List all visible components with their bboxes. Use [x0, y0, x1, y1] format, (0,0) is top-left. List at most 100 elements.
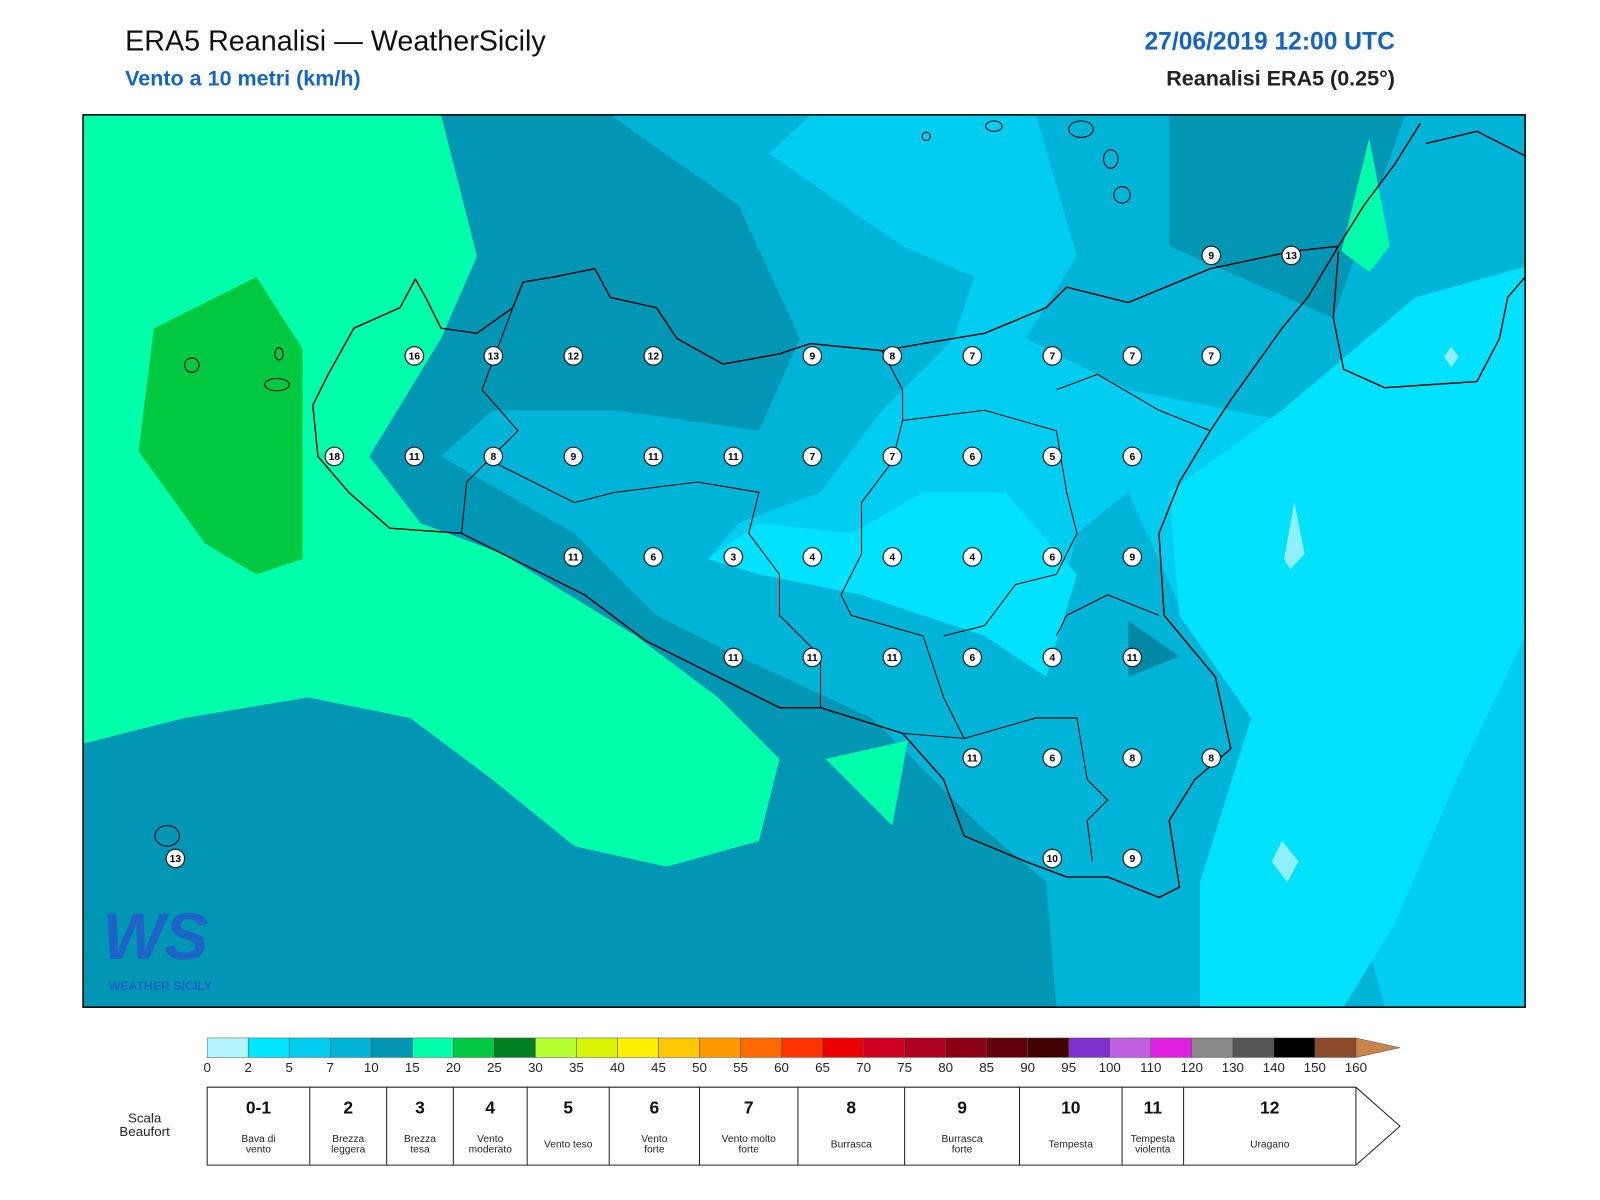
- colorbar-bin: [494, 1037, 536, 1058]
- colorbar-bin: [740, 1037, 782, 1058]
- station-marker: [723, 446, 744, 467]
- field-contour: [138, 276, 303, 575]
- station-value: 8: [889, 352, 895, 363]
- beaufort-description: violenta: [1135, 1144, 1171, 1155]
- colorbar-bin: [945, 1037, 987, 1058]
- colorbar-bin: [247, 1037, 290, 1058]
- station-marker: [165, 848, 186, 869]
- station-value: 6: [1129, 452, 1135, 463]
- colorbar-bin: [371, 1037, 413, 1058]
- station-value: 3: [730, 553, 736, 564]
- beaufort-description: Burrasca: [831, 1139, 872, 1150]
- beaufort-label: Scala: [128, 1110, 162, 1125]
- station-marker: [483, 346, 504, 366]
- station-value: 11: [648, 452, 659, 463]
- beaufort-description: Vento teso: [544, 1139, 593, 1150]
- station-marker: [643, 446, 664, 467]
- station-marker: [563, 346, 584, 366]
- beaufort-description: Vento: [477, 1134, 504, 1145]
- map: WS WEATHER SICILY 9 13 16 13 12 12 9 8 7 7 7 7 18 11 8…: [83, 114, 1526, 1008]
- station-value: 8: [1129, 754, 1135, 765]
- station-value: 9: [1208, 251, 1214, 262]
- field-contour: [1271, 841, 1299, 883]
- stations: 9 13 16 13 12 12 9 8 7 7 7 7 18 11 8 9 11 11 7 7 6 5 6 11 6 3 4 4 4 6…: [165, 245, 1302, 869]
- colorbar-bin: [658, 1037, 700, 1058]
- station-value: 6: [650, 553, 656, 564]
- colorbar-bin: [1273, 1037, 1316, 1058]
- colorbar-tick-label: 160: [1345, 1060, 1367, 1075]
- station-value: 7: [1208, 352, 1214, 363]
- colorbar-tick-label: 5: [286, 1060, 293, 1075]
- station-marker: [1281, 245, 1302, 266]
- colorbar-tick-label: 0: [203, 1060, 210, 1075]
- station-marker: [1042, 446, 1063, 467]
- beaufort-description: Uragano: [1250, 1139, 1290, 1150]
- source: Reanalisi ERA5 (0.25°): [1166, 67, 1395, 91]
- coastline: [1425, 130, 1526, 157]
- station-marker: [404, 346, 425, 366]
- station-value: 13: [1286, 251, 1298, 262]
- station-value: 12: [568, 352, 580, 363]
- colorbar-extension: [1355, 1037, 1401, 1058]
- station-value: 11: [887, 653, 898, 664]
- colorbar-tick-label: 10: [364, 1060, 379, 1075]
- station-value: 11: [728, 452, 739, 463]
- beaufort-description: Brezza: [332, 1134, 364, 1145]
- station-value: 5: [1049, 452, 1055, 463]
- colorbar-bin: [576, 1037, 618, 1058]
- coastline: [312, 245, 1340, 899]
- beaufort-description: forte: [952, 1144, 973, 1155]
- colorbar-bin: [1068, 1037, 1110, 1058]
- station-marker: [483, 446, 504, 467]
- station-value: 8: [1208, 754, 1214, 765]
- station-value: 13: [488, 352, 500, 363]
- island: [154, 825, 180, 847]
- station-marker: [962, 446, 983, 467]
- station-marker: [1201, 346, 1222, 366]
- colorbar-bin: [781, 1037, 823, 1058]
- beaufort-description: Brezza: [404, 1134, 436, 1145]
- station-marker: [1122, 346, 1143, 366]
- station-value: 11: [568, 553, 579, 564]
- station-marker: [404, 446, 425, 467]
- beaufort-description: vento: [246, 1144, 271, 1155]
- station-marker: [1042, 848, 1063, 869]
- station-value: 13: [170, 854, 182, 865]
- station-value: 11: [967, 754, 978, 765]
- station-marker: [962, 748, 983, 768]
- beaufort-description: Vento molto: [722, 1134, 776, 1145]
- station-value: 11: [807, 653, 818, 664]
- station-marker: [1042, 748, 1063, 768]
- colorbar-tick-label: 40: [610, 1060, 625, 1075]
- coastline: [1337, 122, 1422, 247]
- station-marker: [1042, 547, 1063, 567]
- province-border: [963, 717, 1109, 862]
- colorbar-tick-label: 50: [692, 1060, 707, 1075]
- colorbar-tick-label: 20: [446, 1060, 461, 1075]
- station-value: 12: [648, 352, 660, 363]
- colorbar-bin: [1150, 1037, 1193, 1058]
- colorbar-bin: [329, 1037, 372, 1058]
- station-marker: [802, 647, 823, 668]
- colorbar-tick-label: 35: [569, 1060, 584, 1075]
- field-contour: [1341, 138, 1390, 272]
- station-marker: [563, 446, 584, 467]
- colorbar-tick-label: 65: [815, 1060, 830, 1075]
- colorbar-bin: [822, 1037, 864, 1058]
- colorbar-tick-label: 120: [1181, 1060, 1203, 1075]
- field-contour: [1284, 502, 1305, 570]
- colorbar-tick-label: 110: [1140, 1060, 1161, 1075]
- island: [274, 347, 284, 361]
- station-value: 10: [1047, 854, 1059, 865]
- station-marker: [962, 346, 983, 366]
- colorbar-bin: [535, 1037, 577, 1058]
- station-value: 9: [570, 452, 576, 463]
- colorbar-tick-label: 15: [405, 1060, 420, 1075]
- station-marker: [882, 547, 903, 567]
- island: [921, 131, 931, 142]
- beaufort-description: Tempesta: [1049, 1139, 1094, 1150]
- province-border: [461, 307, 519, 534]
- station-value: 6: [969, 653, 975, 664]
- colorbar-tick-label: 75: [897, 1060, 912, 1075]
